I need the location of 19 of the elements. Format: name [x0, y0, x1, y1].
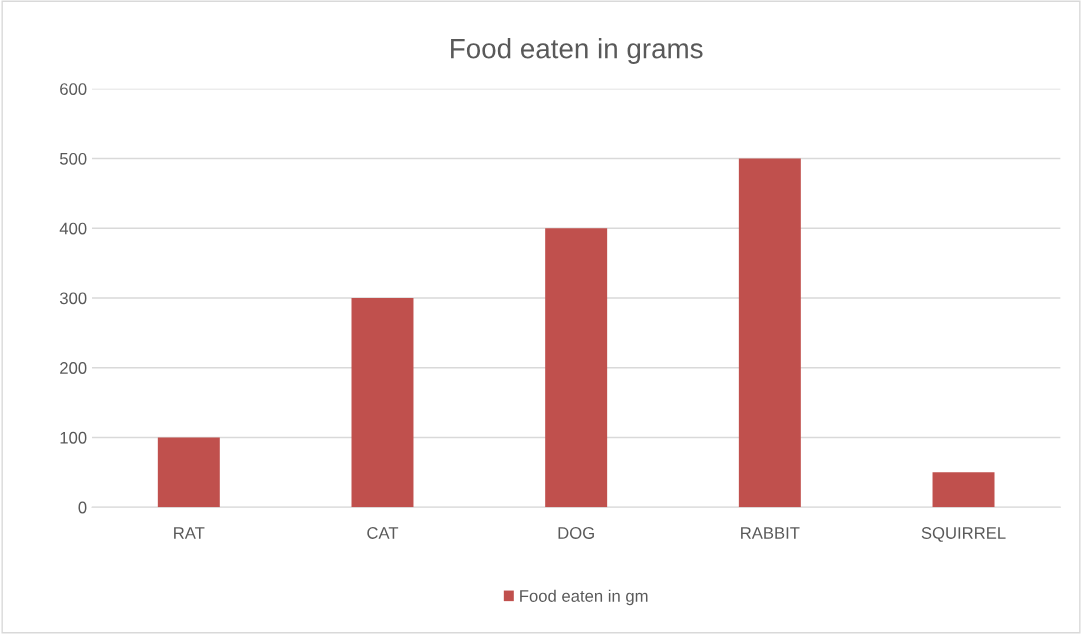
x-tick-label: CAT [367, 527, 399, 539]
x-tick-label: SQUIRREL [921, 527, 1006, 542]
y-tick-label: 100 [60, 431, 87, 444]
bar [157, 437, 220, 508]
y-tick-label: 500 [59, 152, 87, 165]
chart-title: Food eaten in grams [451, 38, 703, 64]
legend-label: Food eaten in gm [520, 589, 648, 606]
y-tick-label: 400 [59, 222, 87, 235]
bar [351, 297, 414, 508]
x-tick-label: DOG [558, 527, 594, 539]
x-tick-label: RABBIT [741, 527, 800, 539]
bar [545, 228, 608, 508]
y-tick-label: 0 [78, 501, 87, 514]
y-tick-label: 600 [60, 83, 87, 95]
bar [738, 158, 801, 508]
x-tick-label: RAT [174, 527, 205, 539]
y-tick-label: 300 [59, 292, 87, 305]
y-tick-label: 200 [60, 362, 87, 374]
bar [932, 472, 995, 508]
